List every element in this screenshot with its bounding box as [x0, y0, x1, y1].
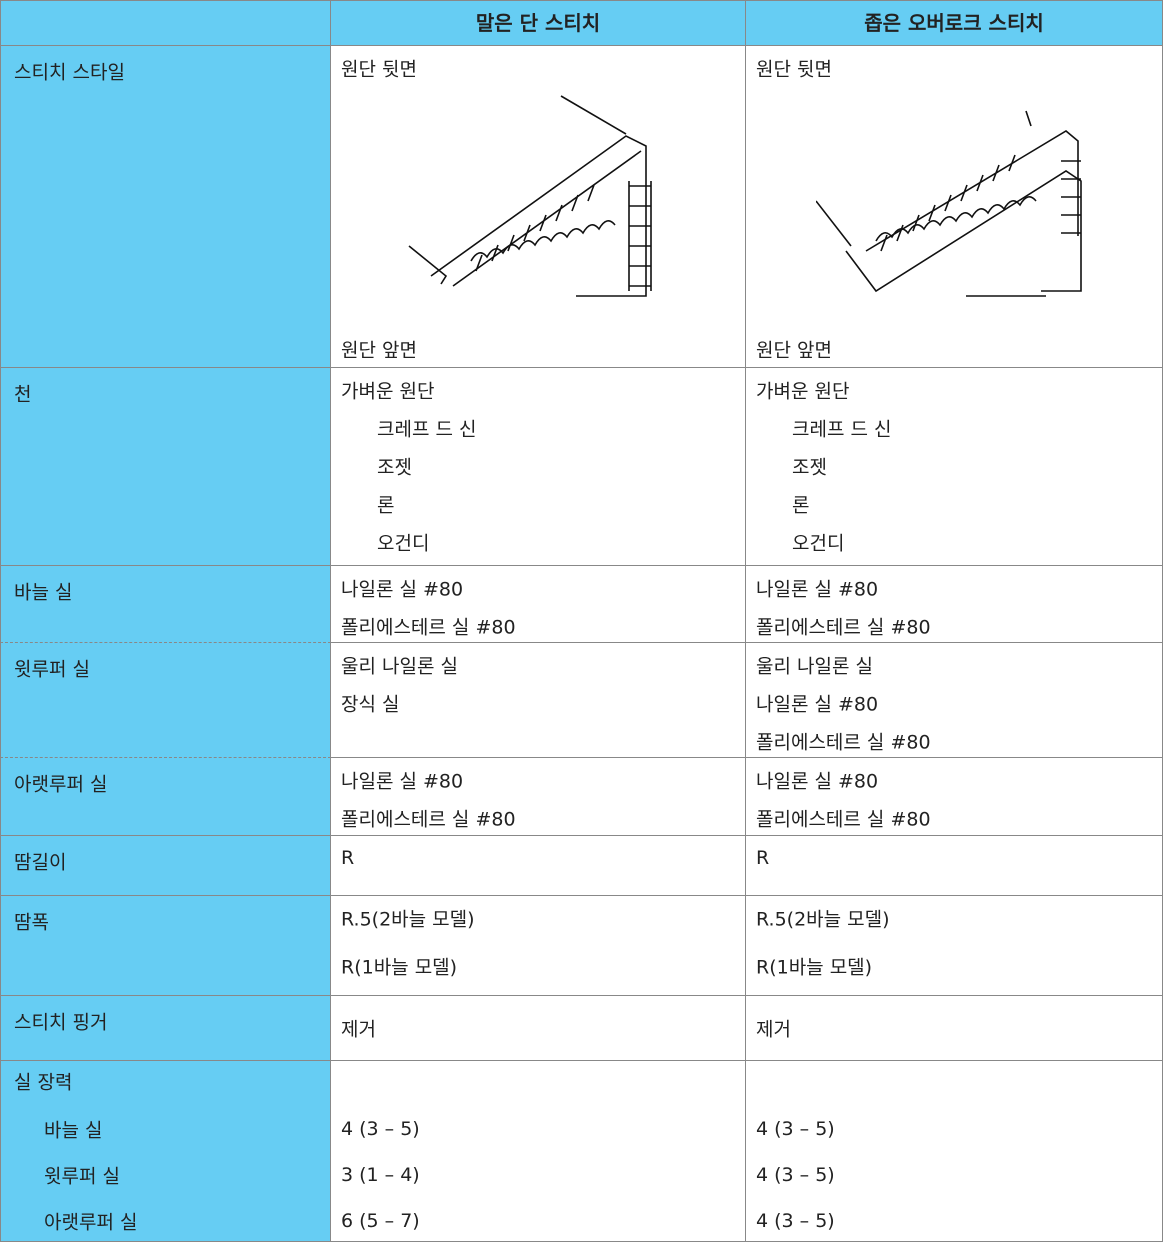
stitch-illustration — [816, 110, 1082, 297]
cell-text: 4 (3 – 5) — [756, 1210, 835, 1232]
cell-text: 폴리에스테르 실 #80 — [756, 808, 931, 831]
cell-text: R — [341, 847, 355, 869]
cell — [331, 996, 746, 1061]
cell — [331, 643, 746, 758]
cell-text: 나일론 실 #80 — [341, 770, 464, 793]
row-label-cell — [0, 566, 331, 643]
cell-text: 제거 — [756, 1018, 791, 1041]
row-label: 스티치 핑거 — [14, 1011, 108, 1034]
cell — [331, 758, 746, 836]
cell — [331, 46, 746, 368]
row-label: 땀길이 — [14, 851, 67, 874]
cell-text: 울리 나일론 실 — [341, 655, 458, 678]
row-label-cell — [0, 896, 331, 996]
cell-text: 나일론 실 #80 — [756, 770, 879, 793]
cell — [331, 896, 746, 996]
sub-label: 바늘 실 — [44, 1119, 103, 1142]
cell-text: 6 (5 – 7) — [341, 1210, 420, 1232]
cell-text: 4 (3 – 5) — [341, 1118, 420, 1140]
cell-text: 오건디 — [377, 532, 430, 555]
cell-text: 3 (1 – 4) — [341, 1164, 420, 1186]
row-label-cell — [0, 1061, 331, 1242]
cell-text: 원단 앞면 — [756, 339, 832, 362]
row-label: 윗루퍼 실 — [14, 658, 90, 681]
header-cell: 좁은 오버로크 스티치 — [746, 0, 1163, 46]
row-label-cell — [0, 643, 331, 758]
row-label-cell — [0, 836, 331, 896]
cell-text: 가벼운 원단 — [341, 380, 435, 403]
cell-text: 나일론 실 #80 — [341, 578, 464, 601]
stitch-illustration — [408, 95, 652, 297]
cell-text: R(1바늘 모델) — [341, 956, 458, 979]
cell-text: 원단 뒷면 — [756, 58, 832, 81]
cell — [331, 566, 746, 643]
row-label: 실 장력 — [14, 1071, 73, 1094]
cell — [331, 836, 746, 896]
cell-text: 제거 — [341, 1018, 376, 1041]
cell-text: 폴리에스테르 실 #80 — [756, 616, 931, 639]
cell — [746, 996, 1163, 1061]
cell-text: 가벼운 원단 — [756, 380, 850, 403]
cell-text: 폴리에스테르 실 #80 — [341, 616, 516, 639]
row-label: 바늘 실 — [14, 581, 73, 604]
cell-text: R.5(2바늘 모델) — [756, 908, 890, 931]
row-label: 천 — [14, 383, 32, 406]
cell-text: 나일론 실 #80 — [756, 693, 879, 716]
row-label: 아랫루퍼 실 — [14, 773, 108, 796]
header-corner — [0, 0, 331, 46]
sub-label: 아랫루퍼 실 — [44, 1211, 138, 1234]
cell-text: R.5(2바늘 모델) — [341, 908, 475, 931]
cell-text: 조젯 — [792, 456, 827, 479]
cell-text: 울리 나일론 실 — [756, 655, 873, 678]
cell-text: 장식 실 — [341, 693, 400, 716]
cell-text: R(1바늘 모델) — [756, 956, 873, 979]
cell-text: 나일론 실 #80 — [756, 578, 879, 601]
row-label-cell — [0, 996, 331, 1061]
cell-text: R — [756, 847, 770, 869]
cell-text: 4 (3 – 5) — [756, 1164, 835, 1186]
cell-text: 크레프 드 신 — [792, 418, 892, 441]
cell-text: 크레프 드 신 — [377, 418, 477, 441]
cell — [746, 46, 1163, 368]
cell-text: 원단 앞면 — [341, 339, 417, 362]
sub-label: 윗루퍼 실 — [44, 1165, 120, 1188]
header-cell: 말은 단 스티치 — [331, 0, 746, 46]
cell-text: 폴리에스테르 실 #80 — [756, 731, 931, 754]
cell-text: 론 — [792, 494, 810, 517]
cell-text: 4 (3 – 5) — [756, 1118, 835, 1140]
cell-text: 론 — [377, 494, 395, 517]
cell-text: 폴리에스테르 실 #80 — [341, 808, 516, 831]
row-label: 땀폭 — [14, 911, 49, 934]
cell-text: 오건디 — [792, 532, 845, 555]
row-label-cell — [0, 368, 331, 566]
cell — [746, 836, 1163, 896]
cell-text: 원단 뒷면 — [341, 58, 417, 81]
cell — [331, 368, 746, 566]
cell-text: 조젯 — [377, 456, 412, 479]
row-label: 스티치 스타일 — [14, 61, 125, 84]
row-label-cell — [0, 46, 331, 368]
row-label-cell — [0, 758, 331, 836]
